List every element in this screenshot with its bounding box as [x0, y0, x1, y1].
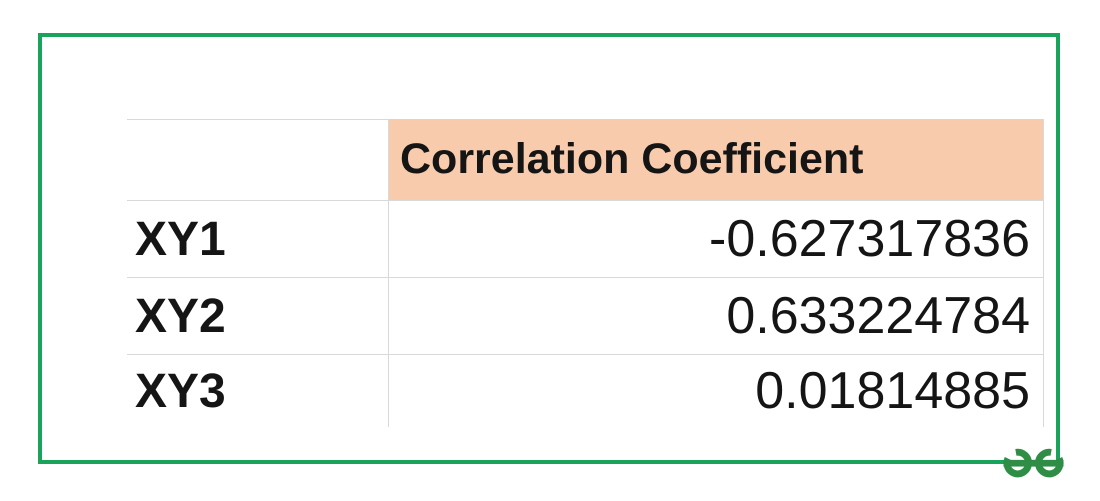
row-label-xy3: XY3 — [127, 354, 388, 427]
geeksforgeeks-logo-icon — [1002, 442, 1065, 486]
row-value-xy2: 0.633224784 — [388, 277, 1044, 354]
corner-header-cell — [127, 119, 388, 200]
value-column-header: Correlation Coefficient — [388, 119, 1044, 200]
row-label-xy2: XY2 — [127, 277, 388, 354]
correlation-table: Correlation Coefficient XY1 -0.627317836… — [127, 119, 1044, 427]
row-value-xy3: 0.01814885 — [388, 354, 1044, 427]
green-border-frame: Correlation Coefficient XY1 -0.627317836… — [38, 33, 1064, 478]
row-value-xy1: -0.627317836 — [388, 200, 1044, 277]
row-label-xy1: XY1 — [127, 200, 388, 277]
